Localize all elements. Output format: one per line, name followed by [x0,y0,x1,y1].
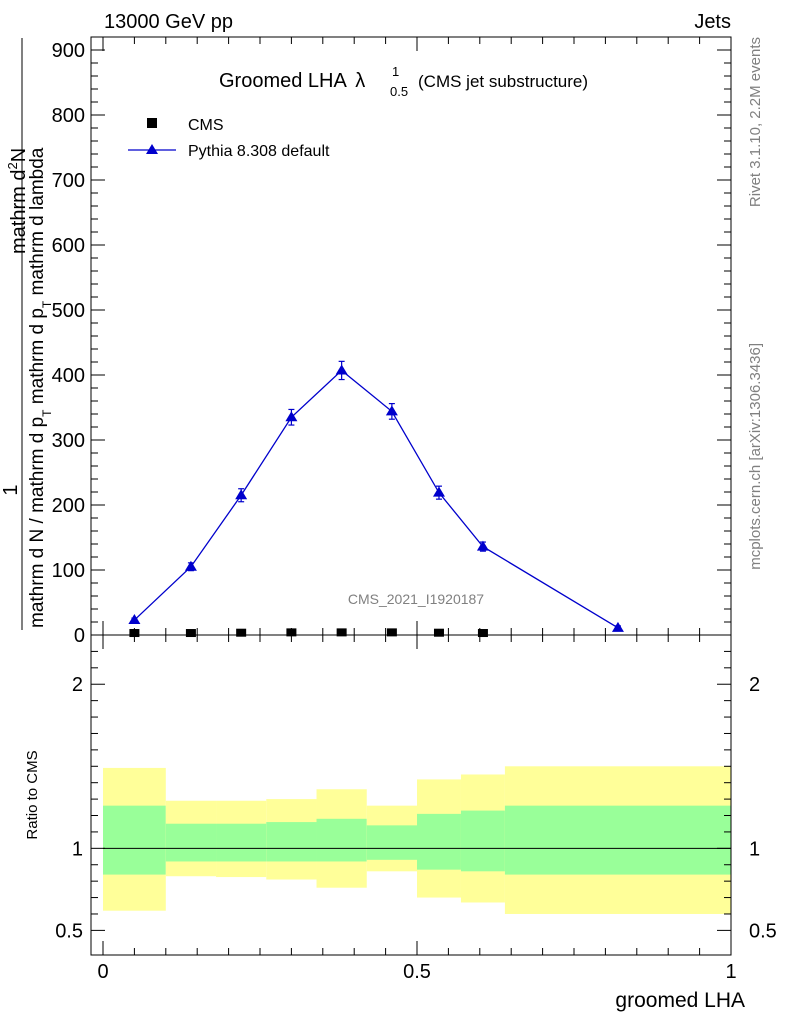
ratio-inner-band [460,810,505,872]
main-frame [90,36,732,636]
mc-point [235,489,248,500]
ratio-bands [103,766,731,914]
legend-mc-marker [146,144,158,154]
main-y-axis: 0 100 200 300 400 500 600 700 800 900 [52,36,731,647]
cms-point [129,629,140,638]
ratio-ytick-label: 1 [72,838,83,860]
mc-point [285,411,298,422]
rivet-label: Rivet 3.1.10, 2.2M events [747,37,764,207]
cms-point [386,628,397,637]
mcplots-label: mcplots.cern.ch [arXiv:1306.3436] [747,343,764,570]
ratio-xtick-label: 0 [97,961,108,983]
ratio-x-axis: 0 0.5 1 [97,635,737,983]
cms-point [286,628,297,637]
mc-point [432,486,445,497]
cms-series [129,628,488,638]
mc-point [128,614,141,625]
legend-cms-marker [147,118,157,128]
legend-cms-label: CMS [188,117,224,134]
ratio-inner-band [366,825,417,860]
ratio-ytick-label-right: 1 [749,838,760,860]
title-sup: 1 [392,64,399,79]
cms-point [477,629,488,638]
main-panel: 0 100 200 300 400 500 600 700 800 900 Groomed LHA… [52,36,732,647]
analysis-label: CMS_2021_I1920187 [348,591,484,607]
legend-mc-label: Pythia 8.308 default [188,143,330,160]
ylabel-numerator: mathrm d2N [5,148,30,254]
mc-point [385,405,398,416]
cms-point [236,628,247,637]
category-label: Jets [694,11,731,33]
ratio-inner-band [266,822,317,862]
main-ytick-label: 500 [52,300,85,322]
ylabel-one: 1 [0,484,22,495]
main-ytick-label: 800 [52,105,85,127]
title-note: (CMS jet substructure) [418,72,588,91]
ratio-inner-band [504,805,731,875]
title-main: Groomed LHA [219,70,347,92]
ratio-inner-band [103,805,166,875]
title-symbol: λ [355,70,365,92]
energy-label: 13000 GeV pp [104,11,233,33]
main-ytick-label: 100 [52,560,85,582]
ratio-xtick-label: 1 [725,961,736,983]
cms-point [433,628,444,637]
x-axis-label: groomed LHA [615,989,745,1012]
ratio-ytick-label: 0.5 [55,920,83,942]
ratio-inner-band [216,823,267,862]
main-ytick-label: 0 [74,625,85,647]
main-ytick-label: 400 [52,365,85,387]
main-ytick-label: 700 [52,170,85,192]
main-ytick-label: 200 [52,495,85,517]
cms-point [185,629,196,638]
mc-line [133,369,619,629]
ratio-y-axis: 0.5 0.5 1 1 2 2 [55,650,777,942]
main-ylabel: 1 mathrm d2N mathrm d N / mathrm d pT ma… [0,38,54,630]
ratio-ytick-label: 2 [72,674,83,696]
ratio-ytick-label-right: 0.5 [749,920,777,942]
ratio-xtick-label: 0.5 [403,961,431,983]
main-ytick-label: 300 [52,430,85,452]
ylabel-denominator: mathrm d N / mathrm d pT mathrm d pT mat… [27,147,54,628]
main-x-axis [102,37,732,635]
ratio-inner-band [417,813,461,870]
ratio-inner-band [165,823,217,862]
ratio-panel: 0.5 0.51 12 2 0 0.5 1 Ratio to CMS groomed LH… [24,634,777,1012]
ratio-ylabel: Ratio to CMS [24,750,41,839]
title-sub: 0.5 [390,84,408,99]
ratio-ytick-label-right: 2 [749,674,760,696]
mc-point [476,540,489,551]
cms-point [336,628,347,637]
main-ytick-label: 900 [52,40,85,62]
main-ytick-label: 600 [52,235,85,257]
mc-point [611,621,624,632]
mc-series [128,360,624,632]
ratio-frame [90,634,732,956]
mc-point [335,364,348,375]
ratio-inner-band [316,818,367,862]
chart-title: Groomed LHA λ [219,70,365,92]
mc-point [184,560,197,571]
